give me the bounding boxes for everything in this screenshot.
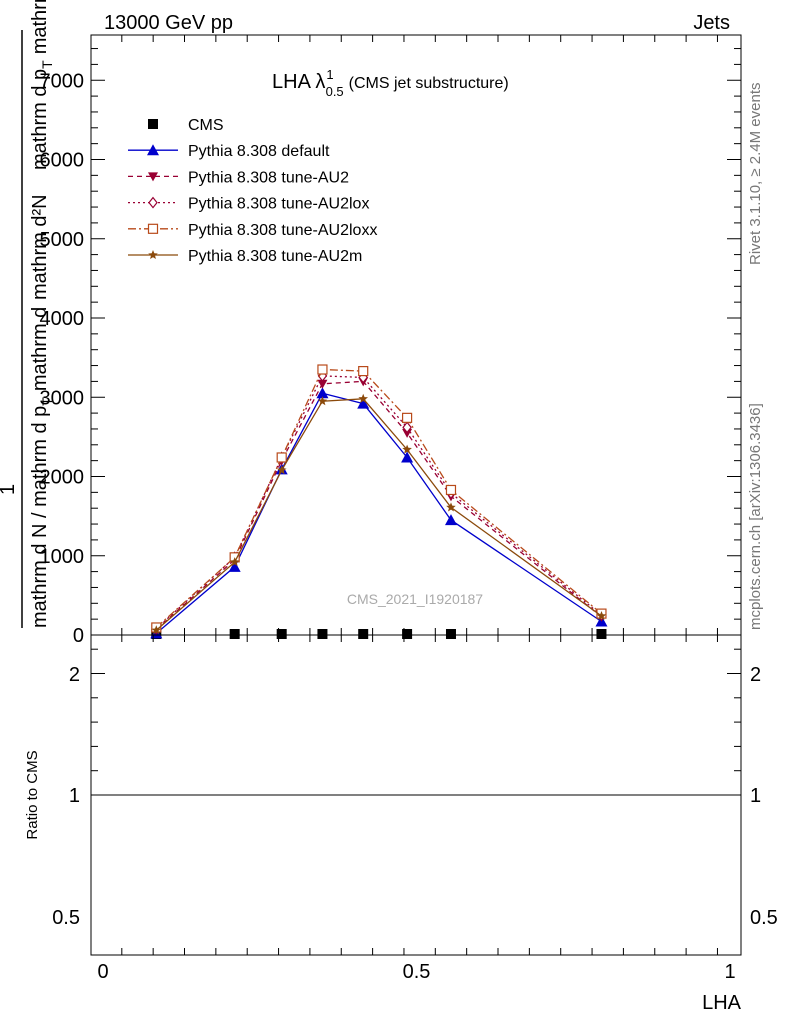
legend-marker bbox=[148, 119, 158, 129]
data-point bbox=[358, 365, 369, 377]
main-y-tick-label: 1000 bbox=[40, 546, 85, 568]
ratio-y-tick-label: 2 bbox=[69, 664, 80, 686]
legend-label: Pythia 8.308 default bbox=[188, 143, 330, 160]
data-point bbox=[402, 428, 413, 438]
ratio-y-tick-label: 0.5 bbox=[52, 907, 80, 929]
legend: CMS Pythia 8.308 default Pythia 8.308 tune… bbox=[128, 117, 377, 265]
header-jets-label: Jets bbox=[693, 12, 730, 34]
x-tick-label: 0.5 bbox=[403, 961, 431, 983]
data-point bbox=[276, 465, 287, 475]
data-point bbox=[445, 629, 456, 639]
legend-label: CMS bbox=[188, 117, 224, 134]
ratio-axis-ticks bbox=[91, 635, 741, 955]
series-5 bbox=[151, 393, 607, 635]
analysis-watermark: CMS_2021_I1920187 bbox=[347, 591, 483, 607]
data-point bbox=[229, 629, 240, 639]
legend-label: Pythia 8.308 tune-AU2 bbox=[188, 169, 349, 186]
legend-marker bbox=[148, 196, 158, 209]
x-tick-label: 1 bbox=[724, 961, 735, 983]
data-point bbox=[317, 396, 328, 406]
header-energy-label: 13000 GeV pp bbox=[104, 12, 233, 34]
plot-title: LHA λ1 0.5 (CMS jet substructure) bbox=[272, 67, 509, 99]
series-line bbox=[155, 368, 602, 628]
y-label-denominator: mathrm d N / mathrm d pTmathrm d bbox=[29, 307, 55, 628]
legend-marker bbox=[147, 223, 159, 234]
data-point bbox=[401, 412, 413, 423]
legend-marker bbox=[148, 250, 158, 259]
series-line bbox=[155, 398, 602, 631]
ratio-y-axis-label: Ratio to CMS bbox=[24, 750, 41, 839]
main-y-tick-label: 3000 bbox=[40, 387, 85, 409]
data-point bbox=[228, 560, 241, 572]
ratio-y-tick-label-right: 0.5 bbox=[750, 907, 778, 929]
y-label-numerator: 1 bbox=[0, 484, 19, 495]
legend-entry: Pythia 8.308 tune-AU2loxx bbox=[128, 222, 377, 239]
x-tick-label: 0 bbox=[97, 961, 108, 983]
data-point bbox=[151, 625, 162, 635]
data-point bbox=[357, 397, 370, 409]
series-line bbox=[155, 375, 602, 630]
ratio-tick-labels: 0.5 0.5 1 1 2 2 0 0.5 1 bbox=[52, 664, 778, 983]
data-point bbox=[596, 629, 607, 639]
data-point bbox=[402, 421, 412, 434]
y-axis-label: mathrm d²N mathrm d pTmathrm d lambda 1 … bbox=[0, 0, 55, 628]
main-y-tick-label: 0 bbox=[73, 625, 84, 647]
data-point bbox=[445, 484, 457, 496]
ratio-y-tick-label-right: 2 bbox=[750, 664, 761, 686]
mcplots-reference-label: mcplots.cern.ch [arXiv:1306.3436] bbox=[747, 403, 764, 630]
data-point bbox=[358, 629, 369, 639]
data-point bbox=[402, 629, 413, 639]
x-axis-label: LHA bbox=[702, 992, 742, 1014]
data-point bbox=[446, 502, 456, 512]
rivet-version-label: Rivet 3.1.10, ≥ 2.4M events bbox=[747, 83, 764, 266]
legend-label: Pythia 8.308 tune-AU2loxx bbox=[188, 222, 377, 239]
legend-entry: Pythia 8.308 tune-AU2lox bbox=[128, 196, 369, 213]
data-point bbox=[276, 452, 287, 463]
data-point bbox=[317, 629, 328, 639]
main-y-tick-label: 6000 bbox=[40, 150, 85, 172]
data-point bbox=[444, 514, 457, 526]
legend-marker bbox=[148, 172, 158, 182]
legend-entry: Pythia 8.308 tune-AU2m bbox=[128, 248, 362, 265]
series-0 bbox=[151, 629, 607, 639]
data-point bbox=[401, 451, 414, 463]
legend-marker bbox=[147, 144, 159, 156]
legend-label: Pythia 8.308 tune-AU2m bbox=[188, 248, 362, 265]
y-label-top-fraction: mathrm d²N bbox=[29, 194, 51, 300]
ratio-y-tick-label: 1 bbox=[69, 785, 80, 807]
legend-entry: Pythia 8.308 default bbox=[128, 143, 330, 160]
series-line bbox=[155, 392, 602, 634]
data-point bbox=[358, 393, 368, 403]
legend-entry: Pythia 8.308 tune-AU2 bbox=[128, 169, 349, 186]
main-y-tick-label: 4000 bbox=[40, 308, 85, 330]
data-point bbox=[229, 557, 240, 567]
data-point bbox=[596, 611, 607, 620]
y-label-top-denominator: mathrm d pTmathrm d lambda bbox=[29, 0, 55, 170]
data-point bbox=[317, 364, 328, 375]
main-y-tick-label: 7000 bbox=[40, 70, 85, 92]
ratio-y-tick-label-right: 1 bbox=[750, 785, 761, 807]
main-y-tick-label: 2000 bbox=[40, 467, 85, 489]
main-y-tick-labels: 1000 2000 3000 4000 5000 6000 7000 0 bbox=[40, 70, 85, 647]
main-y-tick-label: 5000 bbox=[40, 229, 85, 251]
legend-entry: CMS bbox=[148, 117, 224, 134]
data-point bbox=[316, 387, 329, 399]
data-point bbox=[402, 444, 412, 454]
data-point bbox=[276, 629, 287, 639]
legend-label: Pythia 8.308 tune-AU2lox bbox=[188, 196, 369, 213]
